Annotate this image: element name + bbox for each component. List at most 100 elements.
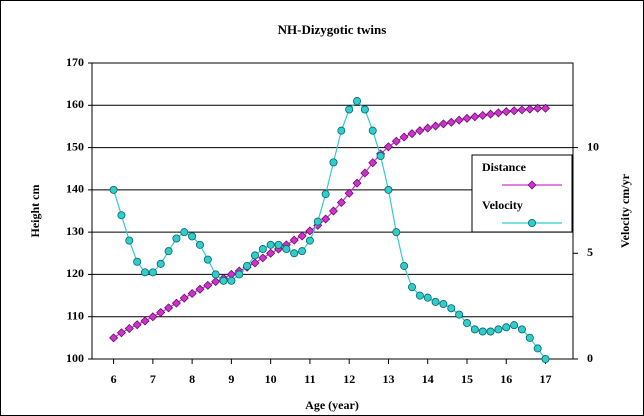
- x-tick-label: 9: [228, 372, 234, 386]
- y2-axis-label: Velocity cm/yr: [618, 173, 632, 248]
- data-point: [525, 104, 535, 114]
- data-point: [235, 270, 244, 279]
- data-point: [470, 112, 480, 122]
- chart-title: NH-Dizygotic twins: [278, 22, 387, 37]
- data-point: [533, 103, 543, 113]
- data-point: [266, 248, 276, 258]
- y2-tick-label: 0: [587, 351, 593, 365]
- data-point: [438, 119, 448, 129]
- y-tick-label: 110: [67, 308, 84, 322]
- y2-tick-label: 10: [587, 139, 599, 153]
- y-axis-label: Height cm: [28, 185, 42, 238]
- data-point: [391, 136, 401, 146]
- data-point: [171, 298, 181, 308]
- data-point: [344, 188, 354, 198]
- data-point: [447, 304, 456, 313]
- data-point: [289, 235, 299, 245]
- x-tick-label: 10: [265, 372, 277, 386]
- data-point: [462, 113, 472, 123]
- data-point: [116, 328, 126, 338]
- data-point: [415, 126, 425, 136]
- data-point: [164, 303, 174, 313]
- x-tick-label: 14: [422, 372, 434, 386]
- data-point: [156, 307, 166, 317]
- data-point: [501, 107, 511, 117]
- data-point: [305, 226, 315, 236]
- data-point: [179, 293, 189, 303]
- data-point: [502, 323, 511, 332]
- data-point: [352, 178, 362, 188]
- x-tick-label: 12: [343, 372, 355, 386]
- data-point: [470, 325, 479, 334]
- data-point: [525, 333, 534, 342]
- data-point: [392, 228, 401, 237]
- data-point: [211, 270, 220, 279]
- data-point: [407, 129, 417, 139]
- legend-box: [471, 154, 573, 233]
- data-point: [494, 325, 503, 334]
- data-point: [109, 333, 119, 343]
- data-point: [117, 211, 126, 220]
- data-point: [510, 321, 519, 330]
- data-point: [140, 316, 150, 326]
- data-point: [203, 280, 213, 290]
- data-point: [337, 126, 346, 135]
- data-point: [141, 268, 150, 277]
- data-point: [132, 320, 142, 330]
- y-tick-label: 120: [66, 266, 84, 280]
- data-point: [493, 108, 503, 118]
- data-point: [250, 258, 260, 268]
- data-point: [219, 276, 228, 285]
- y2-tick-label: 5: [587, 245, 593, 259]
- data-point: [274, 240, 283, 249]
- data-point: [321, 190, 330, 199]
- data-point: [297, 231, 307, 241]
- data-point: [290, 249, 299, 258]
- x-tick-label: 13: [382, 372, 394, 386]
- data-point: [415, 291, 424, 300]
- data-point: [282, 245, 291, 254]
- data-point: [258, 245, 267, 254]
- y-tick-label: 150: [66, 139, 84, 153]
- data-point: [328, 206, 338, 216]
- legend: Distance Velocity: [471, 154, 573, 233]
- data-point: [148, 312, 158, 322]
- data-point: [188, 232, 197, 241]
- data-point: [156, 259, 165, 268]
- legend-marker: [527, 180, 537, 190]
- data-point: [305, 236, 314, 245]
- data-point: [321, 214, 331, 224]
- data-point: [454, 115, 464, 125]
- x-tick-label: 6: [111, 372, 117, 386]
- data-point: [509, 106, 519, 116]
- data-point: [250, 251, 259, 260]
- data-point: [439, 300, 448, 309]
- data-point: [109, 185, 118, 194]
- data-point: [203, 255, 212, 264]
- data-point: [486, 327, 495, 336]
- data-point: [187, 288, 197, 298]
- legend-label: Velocity: [482, 198, 523, 212]
- data-point: [517, 105, 527, 115]
- data-point: [368, 158, 378, 168]
- x-axis-label: Age (year): [305, 398, 359, 412]
- data-point: [172, 234, 181, 243]
- data-point: [478, 110, 488, 120]
- data-point: [195, 240, 204, 249]
- data-point: [266, 240, 275, 249]
- legend-marker: [528, 218, 537, 227]
- data-point: [227, 276, 236, 285]
- data-point: [243, 261, 252, 270]
- data-point: [423, 293, 432, 302]
- data-point: [431, 121, 441, 131]
- data-point: [408, 283, 417, 292]
- y-tick-label: 130: [66, 224, 84, 238]
- y-tick-label: 170: [66, 55, 84, 69]
- data-point: [462, 319, 471, 328]
- data-point: [360, 105, 369, 114]
- data-point: [376, 152, 385, 161]
- data-point: [313, 217, 322, 226]
- data-point: [517, 325, 526, 334]
- data-point: [383, 142, 393, 152]
